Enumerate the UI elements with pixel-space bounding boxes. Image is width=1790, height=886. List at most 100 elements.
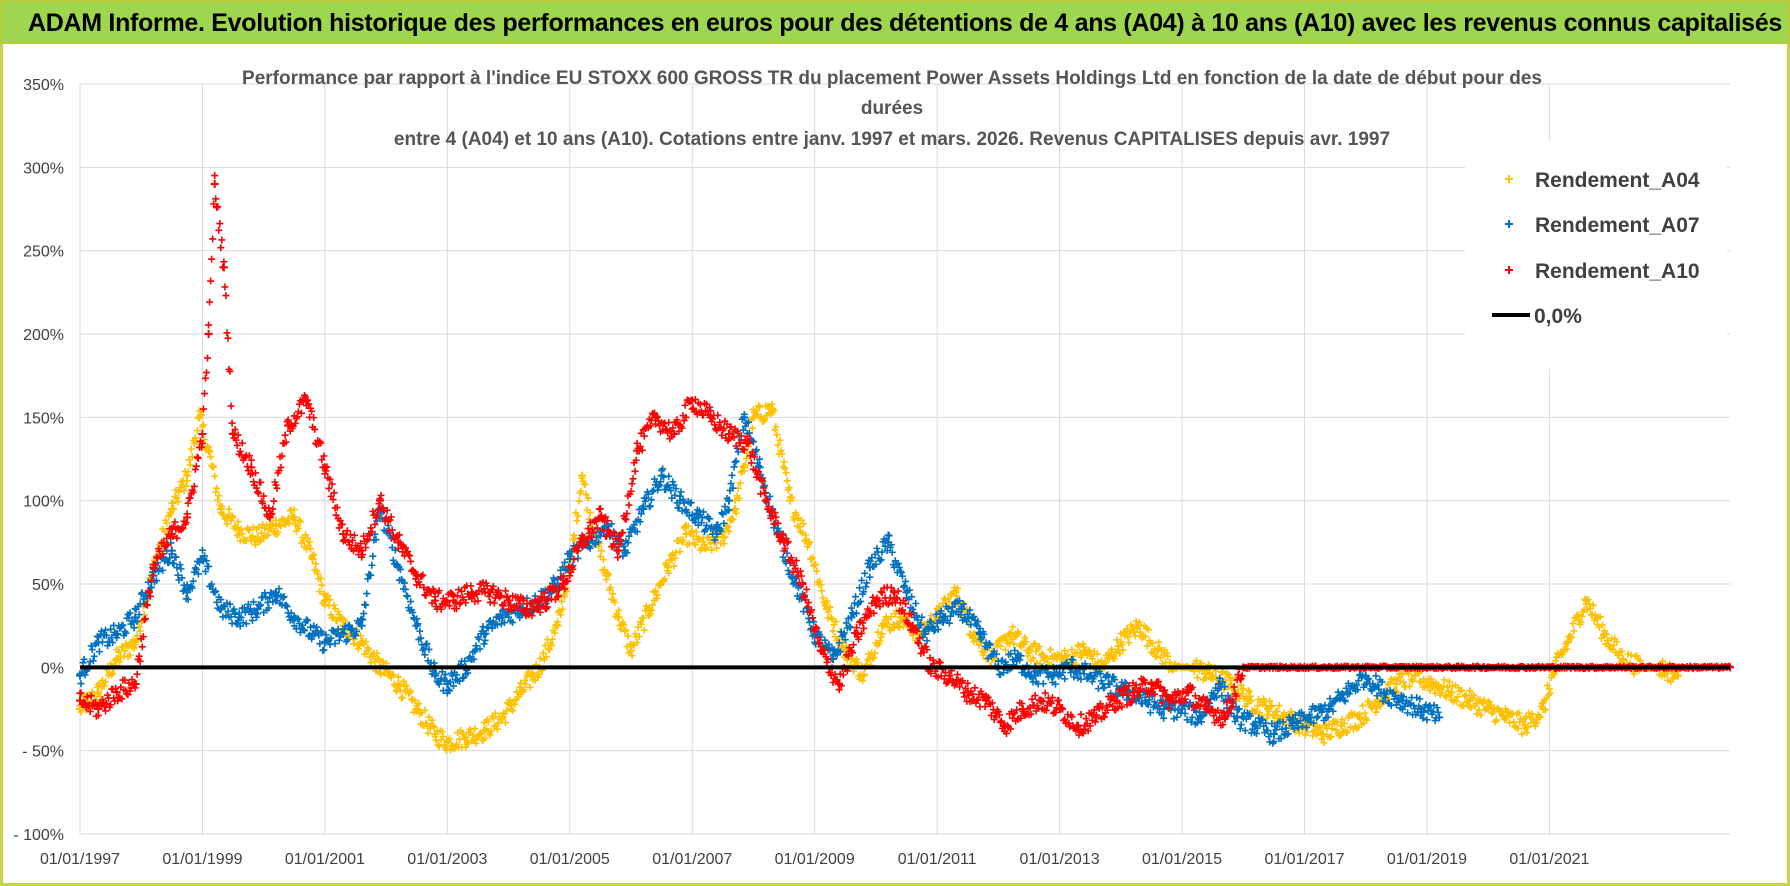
data-point-fill — [1273, 707, 1281, 715]
data-point-fill — [782, 469, 790, 477]
data-point-fill — [803, 585, 811, 593]
data-point-fill — [773, 431, 781, 439]
data-point-fill — [777, 446, 785, 454]
data-point-fill — [806, 618, 814, 626]
data-point-fill — [554, 618, 562, 626]
data-point-fill — [577, 487, 585, 495]
data-point-fill — [1574, 611, 1582, 619]
data-point-fill — [227, 402, 235, 410]
data-point-fill — [207, 277, 215, 285]
data-point-fill — [347, 626, 355, 634]
data-point-fill — [1464, 697, 1472, 705]
data-point-fill — [488, 624, 496, 632]
data-point-fill — [1055, 696, 1063, 704]
data-point-fill — [471, 725, 479, 733]
data-point-fill — [828, 615, 836, 623]
data-point-fill — [248, 616, 256, 624]
data-point-fill — [1441, 692, 1449, 700]
data-point-fill — [289, 516, 297, 524]
y-tick-label: 250% — [23, 244, 64, 261]
data-point-fill — [628, 652, 636, 660]
data-point-fill — [526, 683, 534, 691]
data-point-fill — [321, 601, 329, 609]
data-point-fill — [535, 670, 543, 678]
data-point-fill — [302, 531, 310, 539]
data-point-fill — [431, 732, 439, 740]
data-point-fill — [787, 573, 795, 581]
data-point-fill — [954, 584, 962, 592]
data-point-fill — [1442, 693, 1450, 701]
data-point-fill — [744, 418, 752, 426]
data-point-fill — [215, 226, 223, 234]
data-point-fill — [502, 719, 510, 727]
data-point-fill — [1568, 633, 1576, 641]
data-point-fill — [407, 557, 415, 565]
data-point-fill — [1603, 630, 1611, 638]
data-point-fill — [964, 610, 972, 618]
data-point-fill — [396, 565, 404, 573]
data-point-fill — [623, 549, 631, 557]
data-point-fill — [478, 627, 486, 635]
data-point-fill — [114, 630, 122, 638]
data-point-fill — [689, 532, 697, 540]
data-point-fill — [1234, 686, 1242, 694]
data-point-fill — [187, 445, 195, 453]
data-point-fill — [783, 477, 791, 485]
data-point-fill — [887, 541, 895, 549]
data-point-fill — [547, 641, 555, 649]
data-point-fill — [183, 510, 191, 518]
data-point-fill — [1454, 693, 1462, 701]
data-point-fill — [517, 679, 525, 687]
data-point-fill — [464, 739, 472, 747]
data-point-fill — [1585, 600, 1593, 608]
data-point-fill — [882, 537, 890, 545]
data-point-fill — [1536, 713, 1544, 721]
data-point-fill — [178, 574, 186, 582]
data-point-fill — [688, 511, 696, 519]
data-point-fill — [1080, 643, 1088, 651]
data-point-fill — [211, 472, 219, 480]
data-point-fill — [469, 731, 477, 739]
data-point-fill — [836, 648, 844, 656]
data-point-fill — [1265, 707, 1273, 715]
data-point-fill — [1409, 677, 1417, 685]
data-point-fill — [1359, 702, 1367, 710]
data-point-fill — [1443, 683, 1451, 691]
data-point-fill — [776, 436, 784, 444]
data-point-fill — [169, 499, 177, 507]
data-point-fill — [819, 594, 827, 602]
data-point-fill — [1431, 689, 1439, 697]
data-point-fill — [439, 687, 447, 695]
data-point-fill — [470, 655, 478, 663]
data-point-fill — [721, 503, 729, 511]
data-point-fill — [999, 669, 1007, 677]
data-point-fill — [221, 283, 229, 291]
data-point-fill — [727, 480, 735, 488]
data-point-fill — [1584, 596, 1592, 604]
data-point-fill — [1630, 670, 1638, 678]
data-point-fill — [184, 468, 192, 476]
data-point-fill — [1673, 672, 1681, 680]
data-point-fill — [460, 674, 468, 682]
data-point-fill — [197, 411, 205, 419]
legend-label: Rendement_A07 — [1535, 214, 1700, 237]
data-point-fill — [177, 565, 185, 573]
data-point-fill — [691, 541, 699, 549]
data-point-fill — [232, 523, 240, 531]
data-point-fill — [231, 522, 239, 530]
data-point-fill — [1333, 718, 1341, 726]
data-point-fill — [1439, 682, 1447, 690]
data-point-fill — [270, 497, 278, 505]
data-point-fill — [182, 482, 190, 490]
data-point-fill — [118, 622, 126, 630]
data-point-fill — [392, 687, 400, 695]
data-point-fill — [966, 606, 974, 614]
data-point-fill — [222, 292, 230, 300]
chart-title-line-2: durées — [861, 98, 923, 119]
data-point-fill — [1304, 728, 1312, 736]
data-point-fill — [211, 172, 219, 180]
y-tick-label: - 100% — [13, 827, 64, 844]
data-point-fill — [666, 484, 674, 492]
data-point-fill — [1327, 733, 1335, 741]
data-point-fill — [206, 298, 214, 306]
